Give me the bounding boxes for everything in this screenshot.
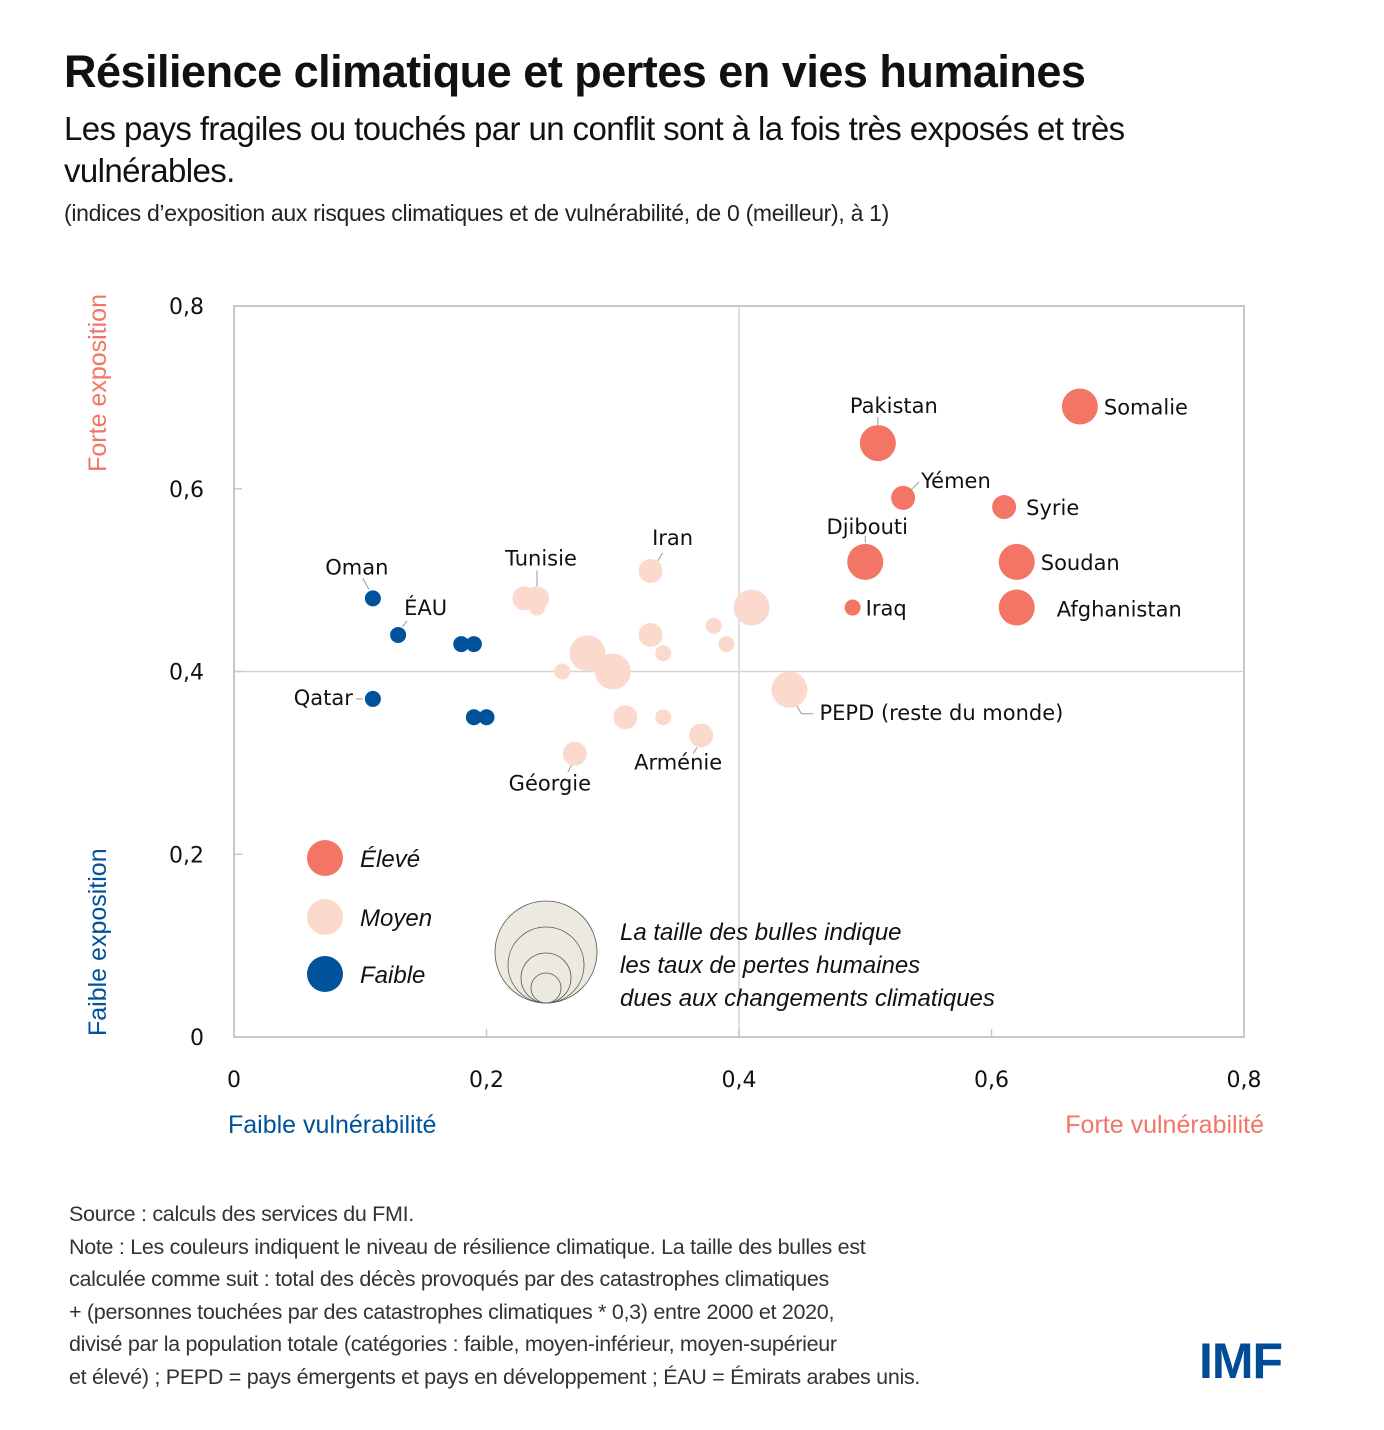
leader-line: [362, 578, 370, 590]
size-legend-text: dues aux changements climatiques: [620, 985, 995, 1012]
legend: Élevé Moyen Faible La taille des bulles ind…: [307, 840, 995, 1012]
point-label: Syrie: [1026, 496, 1079, 520]
bubble-moyen-pepd-reste-du-monde-: [771, 671, 808, 708]
bubble-moyen-iran: [638, 558, 663, 583]
leader-line: [567, 764, 573, 772]
legend-label-eleve: Élevé: [360, 846, 420, 873]
bubble-faible-qatar: [364, 690, 381, 707]
x-tick-label: 0,2: [469, 1068, 504, 1093]
bubble-moyen: [613, 705, 638, 730]
chart-title: Résilience climatique et pertes en vies …: [64, 46, 1086, 97]
note-line: calculée comme suit : total des décès pr…: [69, 1267, 829, 1291]
bubble-moyen: [655, 645, 672, 662]
chart-subtitle: Les pays fragiles ou touchés par un conf…: [64, 110, 1125, 189]
point-label: Oman: [325, 555, 388, 579]
legend-swatch-eleve: [307, 840, 343, 876]
imf-logo: IMF: [1199, 1333, 1283, 1389]
bubble-faible: [465, 709, 482, 726]
bubble-faible-éau: [390, 626, 407, 643]
bubble-faible: [453, 636, 470, 653]
bubble-moyen: [705, 617, 722, 634]
legend-swatch-moyen: [307, 899, 343, 935]
bubble-moyen: [655, 709, 672, 726]
bubble-moyen: [569, 635, 606, 672]
point-label: Soudan: [1041, 551, 1120, 575]
source-note: Source : calculs des services du FMI.: [69, 1202, 414, 1226]
bubble-eleve-iraq: [844, 599, 861, 616]
plot-frame: [233, 305, 1245, 1038]
leader-line: [401, 620, 408, 628]
bubble-faible: [478, 709, 495, 726]
tick-labels: 0 0,2 0,4 0,6 0,8 0 0,2 0,4 0,6 0,8: [169, 295, 1262, 1093]
leader-line: [657, 552, 664, 562]
note-line: divisé par la population totale (catégor…: [69, 1332, 837, 1356]
point-label: Qatar: [294, 686, 354, 710]
label-leader-lines: [355, 417, 920, 772]
leader-line: [795, 703, 814, 715]
y-axis-title-high: Forte exposition: [84, 294, 112, 472]
legend-label-moyen: Moyen: [360, 905, 432, 932]
point-label: Somalie: [1104, 396, 1188, 420]
bubble-moyen: [718, 636, 735, 653]
y-tick-label: 0: [190, 1026, 204, 1051]
x-tick-label: 0,6: [974, 1068, 1009, 1093]
footer: Source : calculs des services du FMI. No…: [69, 1198, 1169, 1393]
x-tick-label: 0,8: [1227, 1068, 1262, 1093]
leader-line: [692, 747, 698, 754]
bubble-eleve-syrie: [992, 495, 1017, 520]
bubble-faible-oman: [364, 590, 381, 607]
bubble-moyen: [733, 589, 770, 626]
bubble-eleve-djibouti: [847, 543, 884, 580]
bubble-faible: [465, 636, 482, 653]
note-line: Note : Les couleurs indiquent le niveau …: [69, 1234, 866, 1259]
bubble-moyen: [638, 622, 663, 647]
axis-titles: Faible vulnérabilité Forte vulnérabilité F…: [84, 294, 1264, 1139]
point-label: Géorgie: [509, 772, 591, 796]
chart-units-note: (indices d’exposition aux risques climat…: [64, 200, 890, 226]
legend-swatch-faible: [307, 956, 343, 992]
note-line: + (personnes touchées par des catastroph…: [69, 1299, 835, 1324]
legend-label-faible: Faible: [360, 962, 425, 989]
x-axis-title-low: Faible vulnérabilité: [228, 1111, 436, 1139]
leader-line: [910, 481, 920, 491]
x-axis-title-high: Forte vulnérabilité: [1065, 1111, 1264, 1139]
x-tick-label: 0,4: [722, 1068, 757, 1093]
x-tick-label: 0: [227, 1068, 241, 1093]
y-tick-label: 0,6: [169, 478, 204, 503]
point-label: Arménie: [634, 750, 722, 774]
point-label: Iraq: [866, 597, 907, 621]
y-axis-title-low: Faible exposition: [84, 848, 112, 1036]
y-tick-label: 0,4: [169, 661, 204, 686]
note-line: et élevé) ; PEPD = pays émergents et pay…: [69, 1364, 921, 1389]
bubble-moyen: [594, 653, 631, 690]
bubble-eleve-afghanistan: [998, 589, 1035, 626]
size-legend-text: les taux de pertes humaines: [620, 952, 920, 979]
point-label: Afghanistan: [1057, 598, 1182, 622]
scatter-chart: 0 0,2 0,4 0,6 0,8 0 0,2 0,4 0,6 0,8 Faible vulnér…: [84, 294, 1264, 1139]
bubble-eleve-yémen: [891, 485, 916, 510]
bubble-moyen-géorgie: [562, 741, 587, 766]
point-label: ÉAU: [404, 595, 447, 620]
point-label: Pakistan: [850, 394, 938, 418]
bubble-moyen: [529, 599, 545, 616]
point-label: Tunisie: [504, 546, 577, 570]
point-label: Yémen: [920, 469, 991, 493]
point-label: PEPD (reste du monde): [820, 701, 1064, 725]
bubble-eleve-pakistan: [859, 425, 896, 462]
y-tick-label: 0,8: [169, 295, 204, 320]
y-tick-label: 0,2: [169, 843, 204, 868]
point-labels: Somalie Pakistan Yémen Syrie Djibouti Soudan A…: [294, 394, 1188, 796]
point-label: Iran: [652, 526, 693, 550]
bubble-eleve-soudan: [998, 543, 1035, 580]
bubbles: [364, 388, 1098, 766]
bubble-moyen-arménie: [689, 723, 714, 748]
bubble-moyen: [554, 663, 571, 680]
size-legend-circle: [530, 972, 562, 1004]
bubble-eleve-somalie: [1061, 388, 1098, 425]
size-legend-text: La taille des bulles indique: [620, 919, 902, 946]
point-label: Djibouti: [827, 515, 908, 539]
